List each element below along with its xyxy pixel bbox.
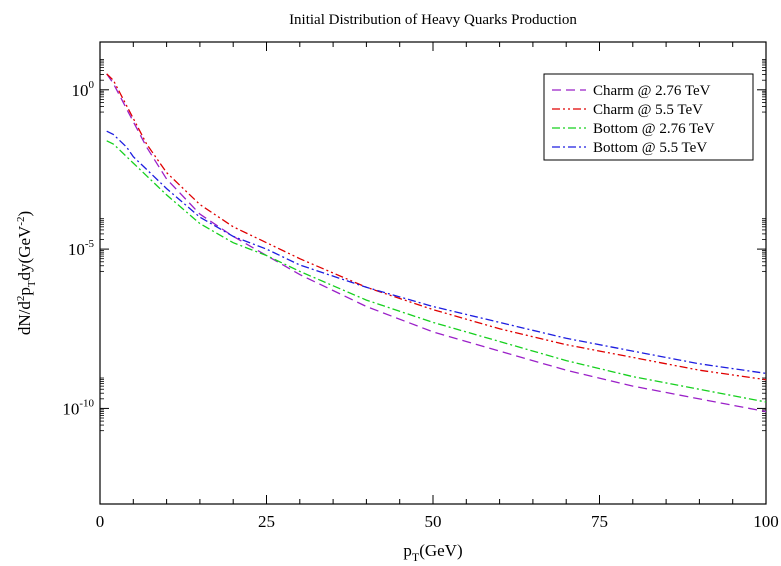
x-axis-title: pT(GeV) [403, 541, 462, 564]
series-lines [106, 73, 767, 413]
chart-title: Initial Distribution of Heavy Quarks Pro… [289, 12, 577, 28]
y-tick-label: 10-5 [68, 238, 95, 259]
legend-label: Bottom @ 5.5 TeV [593, 140, 707, 156]
x-tick-label: 100 [753, 512, 779, 531]
series-line-1 [106, 73, 767, 413]
legend-box [543, 73, 754, 161]
y-axis-title-part-2: p [15, 287, 34, 296]
y-tick-labels: 100 10-5 10-10 [62, 79, 94, 419]
legend: Charm @ 2.76 TeV Charm @ 5.5 TeV Bottom @ … [543, 73, 754, 161]
legend-label: Charm @ 5.5 TeV [593, 102, 703, 118]
x-tick-label: 25 [258, 512, 275, 531]
y-tick-label: 10-10 [62, 397, 94, 418]
x-tick-labels: 0 25 50 75 100 [96, 512, 779, 531]
series-line-3 [106, 140, 767, 403]
legend-label: Bottom @ 2.76 TeV [593, 121, 715, 137]
x-axis-title-main: p [403, 541, 412, 560]
x-axis-title-rest: (GeV) [419, 541, 462, 560]
x-tick-label: 50 [425, 512, 442, 531]
x-axis-ticks [99, 42, 767, 504]
y-tick-label: 100 [72, 79, 95, 100]
legend-entries: Charm @ 2.76 TeV Charm @ 5.5 TeV Bottom @ … [552, 83, 715, 156]
y-axis-title-sub-2: T [26, 280, 38, 287]
y-axis-title: dN/d2pTdy(GeV-2) [15, 211, 38, 335]
y-axis-title-sup-1: 2 [15, 296, 27, 302]
x-tick-label: 75 [591, 512, 608, 531]
x-axis-title-sub: T [412, 550, 420, 564]
y-axis-title-part-1: dN/d [15, 301, 34, 336]
legend-label: Charm @ 2.76 TeV [593, 83, 711, 99]
x-tick-label: 0 [96, 512, 105, 531]
series-line-4 [106, 130, 767, 375]
y-axis-title-sup-3: -2 [15, 217, 27, 226]
series-line-2 [106, 73, 767, 381]
y-axis-ticks [100, 58, 766, 432]
y-axis-title-part-4: ) [15, 211, 34, 217]
y-axis-title-part-3: dy(GeV [15, 225, 34, 280]
